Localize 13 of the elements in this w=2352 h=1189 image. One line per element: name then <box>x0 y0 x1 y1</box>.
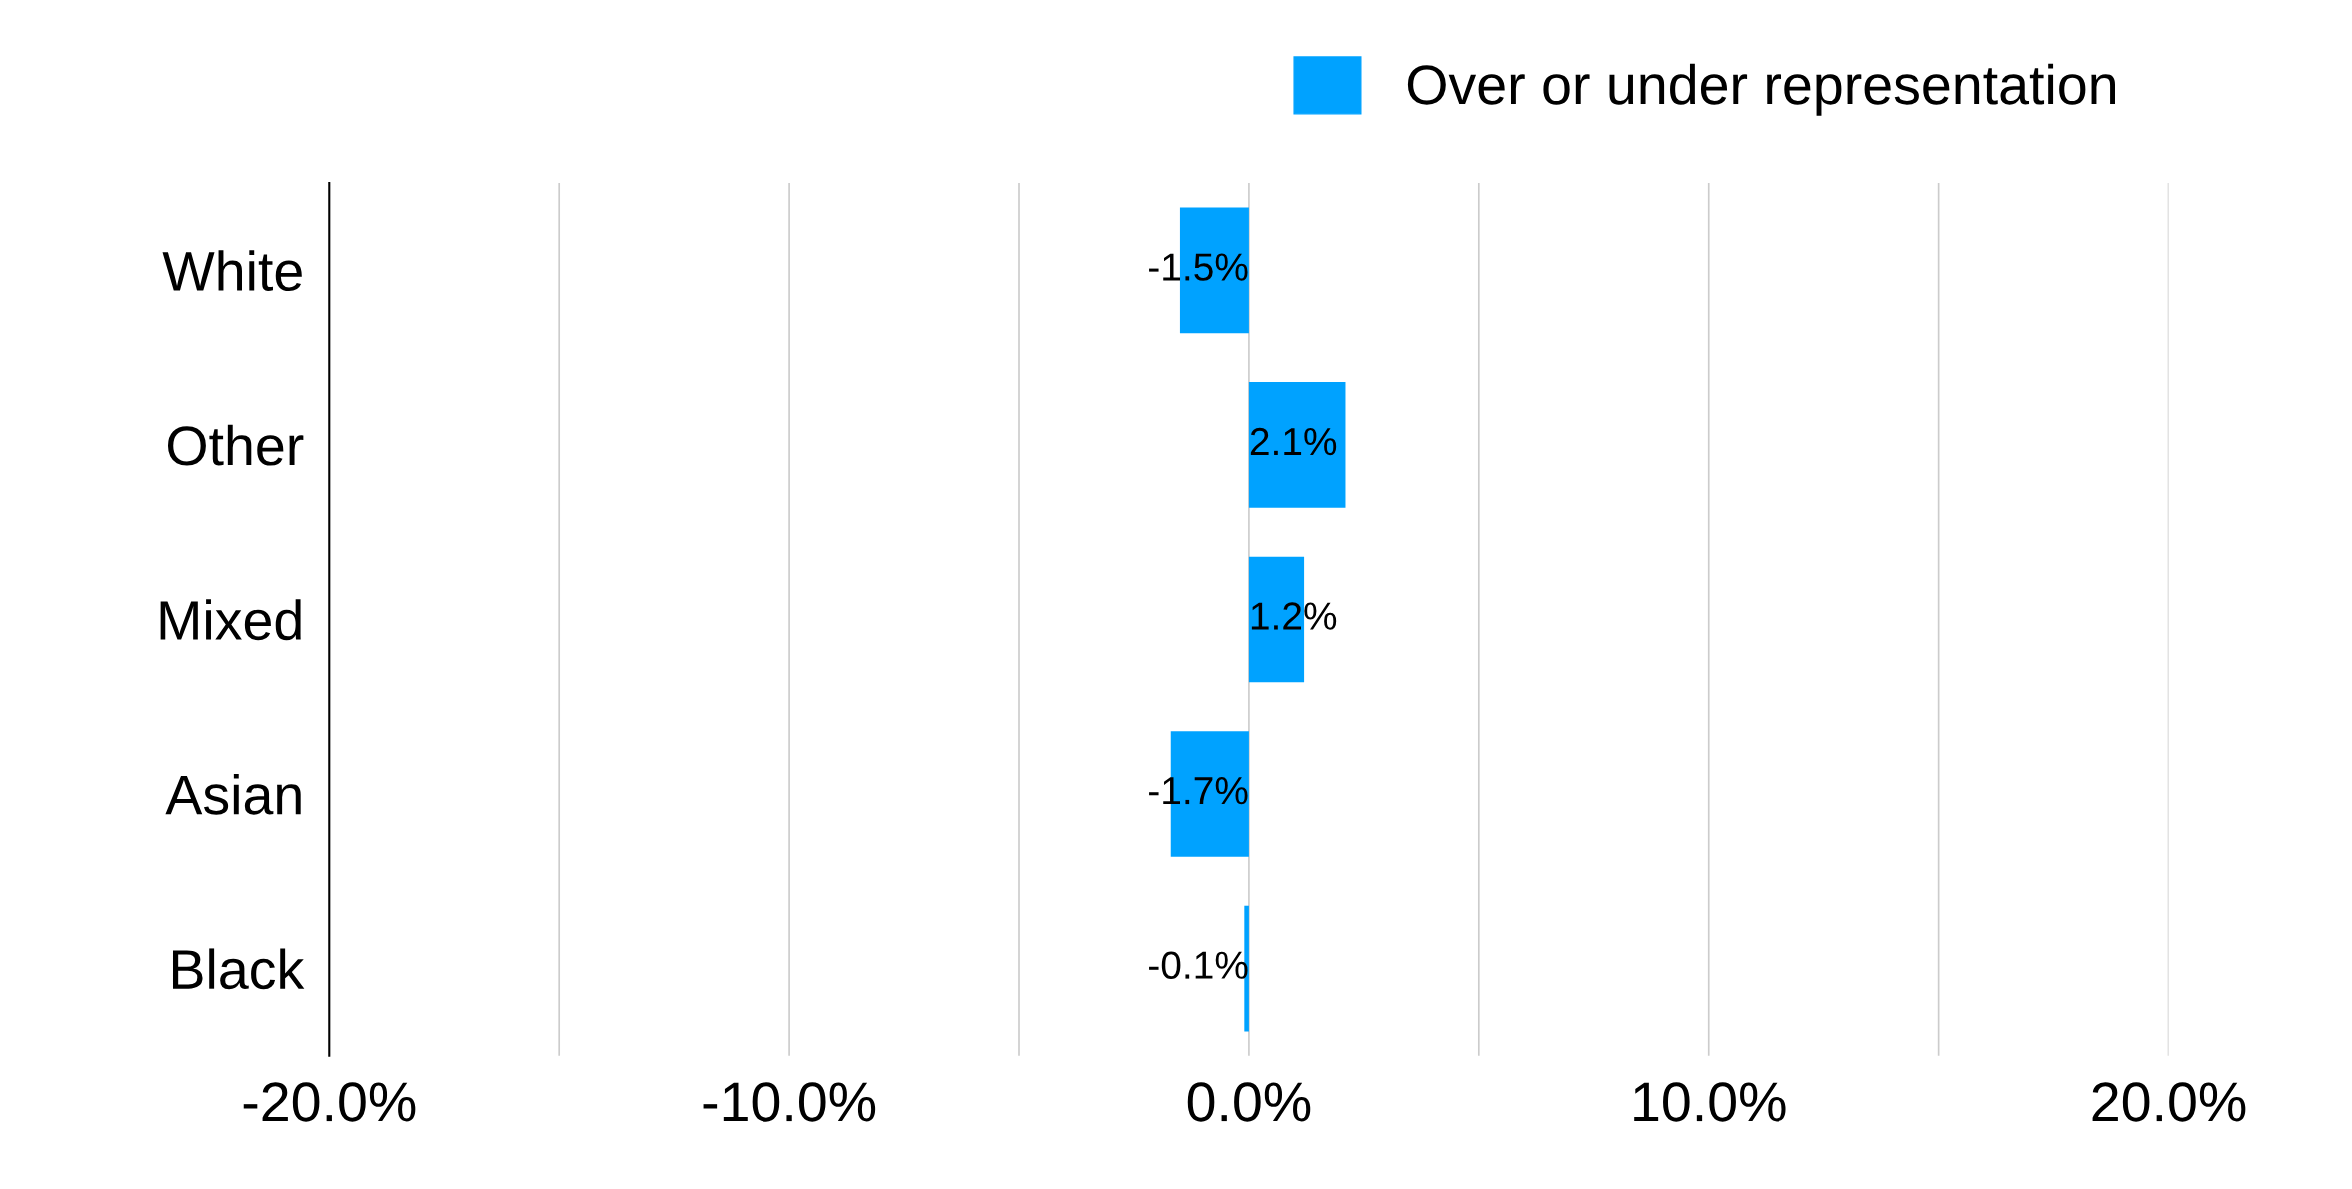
legend-label: Over or under representation <box>1407 63 2115 116</box>
y-tick-label: Asian <box>165 773 301 815</box>
x-tick-label: 20.0% <box>2092 1082 2246 1122</box>
x-tick-label: 10.0% <box>1634 1082 1786 1122</box>
x-tick-label: -20.0% <box>243 1082 416 1122</box>
x-tick-label: 0.0% <box>1187 1082 1311 1122</box>
y-tick-label: White <box>162 250 302 292</box>
x-tick-label: -10.0% <box>703 1082 876 1122</box>
y-tick-label: Other <box>167 424 304 466</box>
y-tick-label: Black <box>172 948 305 990</box>
data-label: 2.1% <box>1250 427 1337 456</box>
bar <box>1248 382 1346 508</box>
y-tick-label: Mixed <box>160 599 301 641</box>
